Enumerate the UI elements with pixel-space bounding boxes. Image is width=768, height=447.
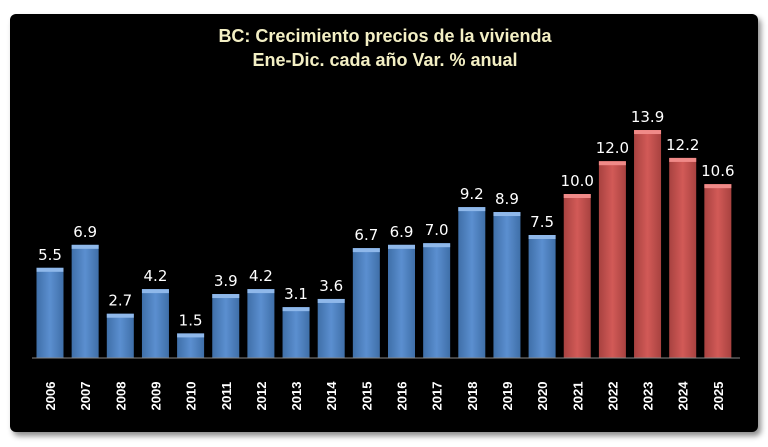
bar-2011 (212, 294, 240, 358)
data-label: 2.7 (108, 292, 132, 310)
x-tick-label: 2011 (219, 382, 234, 410)
bar-2017 (423, 243, 451, 358)
bar-2014 (317, 298, 345, 358)
bar-2019 (493, 212, 521, 358)
data-label: 4.2 (249, 267, 273, 285)
bar-2013 (282, 307, 310, 358)
bar-2022 (598, 161, 626, 358)
bar-highlight (212, 294, 240, 299)
bar-highlight (106, 313, 134, 318)
bar-highlight (177, 333, 205, 338)
bar-highlight (247, 289, 275, 294)
bar-2010 (177, 333, 205, 358)
data-label: 1.5 (179, 311, 203, 329)
bar-2023 (634, 130, 662, 358)
x-tick-label: 2014 (324, 381, 339, 411)
bar-highlight (423, 243, 451, 248)
x-tick-label: 2021 (570, 382, 585, 411)
data-label: 9.2 (460, 185, 484, 203)
data-label: 3.9 (214, 272, 238, 290)
data-label: 8.9 (495, 190, 519, 208)
x-tick-label: 2010 (184, 382, 199, 411)
bar-highlight (669, 157, 697, 162)
data-label: 13.9 (631, 108, 664, 126)
bar-2009 (141, 289, 169, 358)
bar-2015 (352, 248, 380, 358)
data-label: 10.6 (701, 162, 734, 180)
x-tick-label: 2012 (254, 382, 269, 411)
bar-2012 (247, 289, 275, 358)
x-tick-label: 2024 (676, 381, 691, 411)
bar-2021 (563, 194, 591, 358)
bar-highlight (282, 307, 310, 312)
bar-highlight (563, 194, 591, 198)
chart-subtitle: Ene-Dic. cada año Var. % anual (252, 50, 517, 70)
x-tick-label: 2025 (711, 382, 726, 411)
data-label: 10.0 (561, 172, 594, 190)
x-tick-label: 2008 (113, 382, 128, 411)
bar-highlight (36, 267, 64, 272)
bar-highlight (458, 207, 486, 212)
bar-2018 (458, 207, 486, 358)
x-tick-label: 2006 (43, 382, 58, 411)
chart-title: BC: Crecimiento precios de la vivienda (218, 26, 552, 46)
x-tick-label: 2018 (465, 382, 480, 411)
bar-2006 (36, 267, 64, 358)
bar-highlight (634, 130, 662, 135)
x-tick-label: 2007 (78, 382, 93, 411)
data-label: 5.5 (38, 246, 62, 264)
data-label: 3.6 (319, 277, 343, 295)
bar-2016 (388, 244, 415, 358)
data-label: 12.0 (596, 139, 629, 157)
x-tick-label: 2023 (641, 382, 656, 411)
bar-2007 (71, 244, 99, 358)
bar-highlight (317, 298, 345, 303)
bar-highlight (388, 244, 415, 249)
data-label: 4.2 (144, 267, 168, 285)
x-tick-label: 2022 (605, 382, 620, 411)
x-tick-label: 2009 (148, 382, 163, 411)
bar-highlight (493, 212, 521, 217)
bar-highlight (141, 289, 169, 294)
x-tick-label: 2019 (500, 382, 515, 411)
bar-highlight (71, 244, 99, 249)
data-label: 12.2 (666, 136, 699, 154)
data-label: 6.7 (354, 226, 378, 244)
bar-2025 (704, 184, 732, 358)
x-tick-label: 2016 (395, 382, 410, 411)
x-tick-label: 2013 (289, 382, 304, 411)
data-label: 3.1 (284, 285, 308, 303)
data-label: 6.9 (390, 223, 414, 241)
bar-highlight (352, 248, 380, 253)
bar-2008 (106, 313, 134, 358)
bar-2024 (669, 157, 697, 358)
x-tick-label: 2017 (430, 382, 445, 411)
data-label: 7.5 (530, 213, 554, 231)
x-tick-label: 2020 (535, 382, 550, 411)
x-tick-label: 2015 (359, 382, 374, 411)
data-label: 7.0 (425, 221, 449, 239)
bar-highlight (704, 184, 732, 189)
bar-highlight (528, 235, 556, 239)
bar-2020 (528, 235, 556, 358)
data-label: 6.9 (73, 223, 97, 241)
bar-highlight (598, 161, 626, 166)
